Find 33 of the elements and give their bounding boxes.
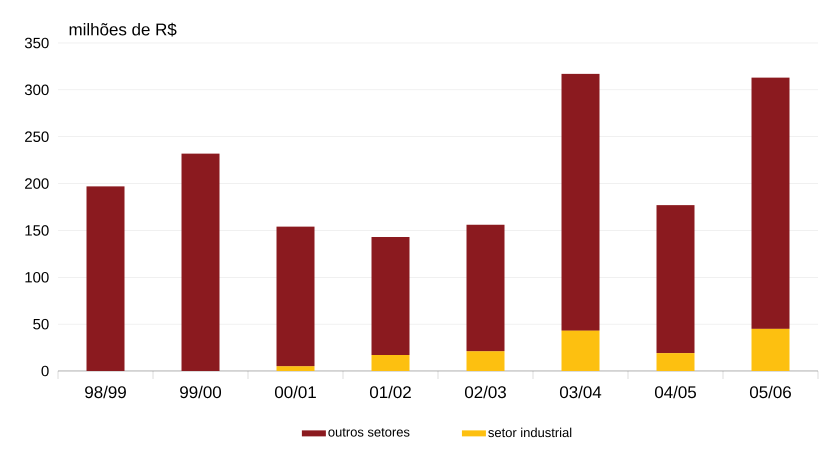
- x-tick-label: 04/05: [654, 386, 696, 398]
- x-tick-label: 00/01: [274, 386, 316, 398]
- bar: [656, 205, 695, 354]
- bar: [752, 328, 790, 371]
- bar: [752, 78, 790, 329]
- x-tick-label: 99/00: [180, 386, 222, 398]
- bar: [466, 351, 505, 371]
- bar: [276, 366, 315, 371]
- bar: [372, 236, 410, 356]
- y-tick-label: 250: [25, 131, 49, 142]
- y-tick-label: 50: [33, 318, 49, 330]
- y-axis-title: milhões de R$: [70, 22, 176, 36]
- y-tick-label: 0: [42, 366, 49, 376]
- x-tick-label: 03/04: [560, 386, 602, 398]
- bar: [182, 154, 220, 371]
- bar: [656, 353, 695, 371]
- y-tick-label: 100: [25, 272, 49, 283]
- bar: [562, 330, 600, 371]
- bar: [276, 226, 315, 366]
- legend-label: setor industrial: [488, 428, 572, 438]
- legend-label: outros setores: [328, 428, 410, 437]
- y-tick-label: 200: [25, 178, 49, 189]
- y-tick-label: 300: [24, 84, 49, 96]
- bar: [86, 186, 125, 371]
- x-tick-label: 05/06: [750, 386, 791, 398]
- bar: [562, 74, 600, 331]
- y-tick-label: 350: [24, 38, 49, 48]
- y-tick-label: 150: [25, 225, 49, 236]
- x-tick-label: 98/99: [85, 386, 126, 398]
- bar: [466, 224, 505, 352]
- x-tick-label: 02/03: [464, 386, 506, 398]
- x-tick-label: 01/02: [370, 386, 411, 398]
- bar: [372, 355, 410, 371]
